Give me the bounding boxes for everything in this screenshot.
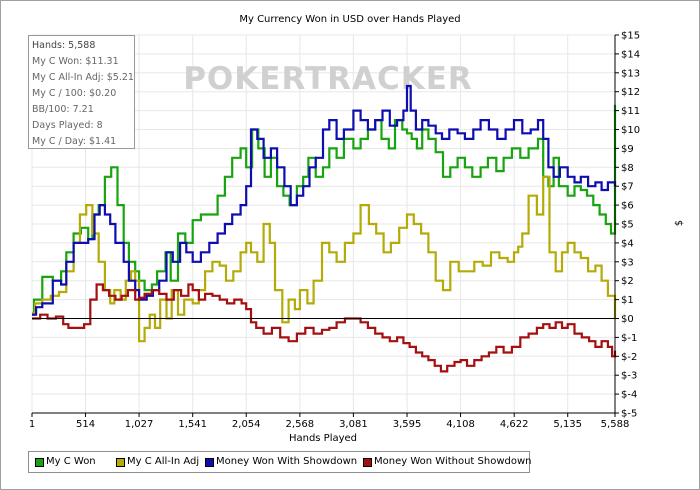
y-tick-label: $-5 — [621, 409, 637, 420]
x-tick-label: 3,595 — [393, 419, 422, 430]
legend-swatch — [116, 458, 125, 467]
stat-won: My C Won: $11.31 — [32, 56, 119, 67]
y-tick-label: $15 — [621, 31, 640, 42]
stat-per-day: My C / Day: $1.41 — [32, 136, 117, 147]
x-tick-label: 1,027 — [125, 419, 154, 430]
x-tick-label: 1,541 — [178, 419, 207, 430]
chart-title: My Currency Won in USD over Hands Played — [239, 14, 460, 25]
stat-hands: Hands: 5,588 — [32, 40, 96, 51]
legend-label: Money Won Without Showdown — [374, 456, 532, 467]
y-tick-label: $14 — [621, 49, 640, 60]
legend-swatch — [35, 458, 44, 467]
series-group — [32, 84, 617, 373]
x-axis-label: Hands Played — [289, 433, 357, 444]
x-tick-label: 4,622 — [500, 419, 529, 430]
x-tick-label: 514 — [76, 419, 95, 430]
y-tick-label: $4 — [621, 238, 634, 249]
y-tick-label: $1 — [621, 295, 634, 306]
y-tick-label: $0 — [621, 314, 634, 325]
stats-panel: Hands: 5,588 My C Won: $11.31 My C All-I… — [28, 35, 135, 149]
series-line-my-c-all-in-adj — [32, 175, 617, 343]
y-tick-label: $8 — [621, 163, 634, 174]
y-tick-label: $10 — [621, 125, 640, 136]
y-tick-label: $-3 — [621, 371, 637, 382]
legend-label: My C All-In Adj — [127, 456, 200, 467]
x-tick-label: 1 — [29, 419, 35, 430]
x-tick-label: 4,108 — [446, 419, 475, 430]
y-tick-label: $9 — [621, 144, 634, 155]
series-line-money-won-without-showdown — [32, 283, 617, 373]
series-line-money-won-with-showdown — [32, 84, 617, 316]
x-tick-label: 5,135 — [553, 419, 582, 430]
y-tick-label: $3 — [621, 257, 634, 268]
y-tick-label: $7 — [621, 182, 634, 193]
y-tick-label: $-2 — [621, 352, 637, 363]
legend-label: My C Won — [46, 456, 96, 467]
stat-per-100: My C / 100: $0.20 — [32, 88, 117, 99]
x-tick-label: 3,081 — [339, 419, 368, 430]
y-axis-label: $ — [674, 220, 685, 226]
legend-swatch — [363, 458, 372, 467]
legend: My C Won My C All-In Adj Money Won With … — [28, 451, 532, 473]
y-tick-label: $6 — [621, 201, 634, 212]
watermark-text: POKERTRACKER — [183, 61, 473, 97]
y-tick-label: $-4 — [621, 390, 637, 401]
y-tick-label: $2 — [621, 276, 634, 287]
stat-days-played: Days Played: 8 — [32, 120, 103, 131]
y-tick-label: $5 — [621, 220, 634, 231]
stat-bb-per-100: BB/100: 7.21 — [32, 104, 94, 115]
legend-label: Money Won With Showdown — [216, 456, 358, 467]
y-tick-label: $13 — [621, 68, 640, 79]
series-line-my-c-won — [32, 104, 617, 316]
legend-swatch — [205, 458, 214, 467]
x-tick-label: 2,568 — [286, 419, 315, 430]
y-tick-label: $12 — [621, 87, 640, 98]
stat-allin-adj: My C All-In Adj: $5.21 — [32, 72, 134, 83]
y-tick-label: $11 — [621, 106, 640, 117]
x-tick-label: 5,588 — [601, 419, 630, 430]
y-tick-label: $-1 — [621, 333, 637, 344]
x-tick-label: 2,054 — [232, 419, 261, 430]
axes: $-5 $-4 $-3 $-2 $-1 $0 $1 $2 $3 $4 $5 $6 $7 $8 $9 $10 $1… — [29, 31, 640, 431]
